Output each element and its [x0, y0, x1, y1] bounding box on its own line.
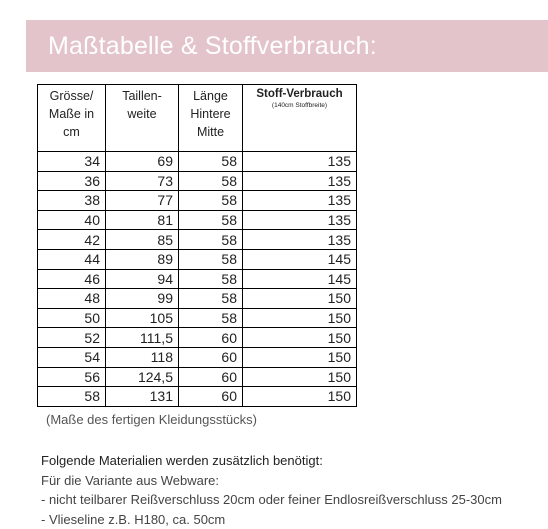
cell-length: 58 [179, 269, 243, 289]
header-waist: Taillen- weite [106, 85, 179, 152]
cell-waist: 99 [106, 289, 179, 309]
cell-fabric: 135 [243, 210, 357, 230]
cell-fabric: 145 [243, 269, 357, 289]
cell-length: 60 [179, 347, 243, 367]
cell-size: 36 [38, 171, 106, 191]
cell-length: 58 [179, 171, 243, 191]
cell-length: 58 [179, 152, 243, 172]
page-title: Maßtabelle & Stoffverbrauch: [48, 32, 377, 61]
cell-waist: 105 [106, 308, 179, 328]
cell-size: 42 [38, 230, 106, 250]
cell-length: 58 [179, 289, 243, 309]
cell-waist: 94 [106, 269, 179, 289]
cell-fabric: 135 [243, 171, 357, 191]
cell-fabric: 150 [243, 289, 357, 309]
table-header-row: Grösse/ Maße in cm Taillen- weite Länge … [38, 85, 357, 152]
header-length: Länge Hintere Mitte [179, 85, 243, 152]
cell-fabric: 150 [243, 328, 357, 348]
cell-waist: 118 [106, 347, 179, 367]
cell-size: 46 [38, 269, 106, 289]
title-banner: Maßtabelle & Stoffverbrauch: [26, 20, 548, 72]
materials-heading: Folgende Materialien werden zusätzlich b… [41, 451, 502, 471]
materials-line: Für die Variante aus Webware: [41, 471, 502, 491]
cell-size: 54 [38, 347, 106, 367]
cell-size: 40 [38, 210, 106, 230]
cell-fabric: 150 [243, 347, 357, 367]
cell-fabric: 135 [243, 230, 357, 250]
cell-waist: 73 [106, 171, 179, 191]
cell-waist: 81 [106, 210, 179, 230]
cell-fabric: 135 [243, 152, 357, 172]
cell-size: 50 [38, 308, 106, 328]
header-fabric-note: (140cm Stoffbreite) [246, 101, 353, 110]
cell-size: 52 [38, 328, 106, 348]
cell-length: 58 [179, 308, 243, 328]
cell-fabric: 150 [243, 308, 357, 328]
materials-section: Folgende Materialien werden zusätzlich b… [41, 451, 502, 529]
cell-fabric: 135 [243, 191, 357, 211]
cell-length: 60 [179, 328, 243, 348]
table-note: (Maße des fertigen Kleidungsstücks) [46, 412, 257, 427]
cell-waist: 111,5 [106, 328, 179, 348]
cell-length: 58 [179, 210, 243, 230]
cell-waist: 89 [106, 249, 179, 269]
cell-length: 58 [179, 249, 243, 269]
cell-size: 34 [38, 152, 106, 172]
cell-size: 38 [38, 191, 106, 211]
cell-waist: 85 [106, 230, 179, 250]
cell-waist: 69 [106, 152, 179, 172]
materials-line: - nicht teilbarer Reißverschluss 20cm od… [41, 490, 502, 510]
materials-line: - Vlieseline z.B. H180, ca. 50cm [41, 510, 502, 529]
cell-waist: 77 [106, 191, 179, 211]
cell-fabric: 145 [243, 249, 357, 269]
header-size: Grösse/ Maße in cm [38, 85, 106, 152]
header-fabric: Stoff-Verbrauch (140cm Stoffbreite) [243, 85, 357, 152]
cell-size: 48 [38, 289, 106, 309]
cell-size: 58 [38, 387, 106, 407]
cell-length: 60 [179, 387, 243, 407]
cell-length: 60 [179, 367, 243, 387]
cell-fabric: 150 [243, 367, 357, 387]
cell-fabric: 150 [243, 387, 357, 407]
cell-waist: 131 [106, 387, 179, 407]
cell-size: 44 [38, 249, 106, 269]
cell-waist: 124,5 [106, 367, 179, 387]
cell-length: 58 [179, 191, 243, 211]
cell-length: 58 [179, 230, 243, 250]
cell-size: 56 [38, 367, 106, 387]
size-table: Grösse/ Maße in cm Taillen- weite Länge … [37, 84, 357, 407]
